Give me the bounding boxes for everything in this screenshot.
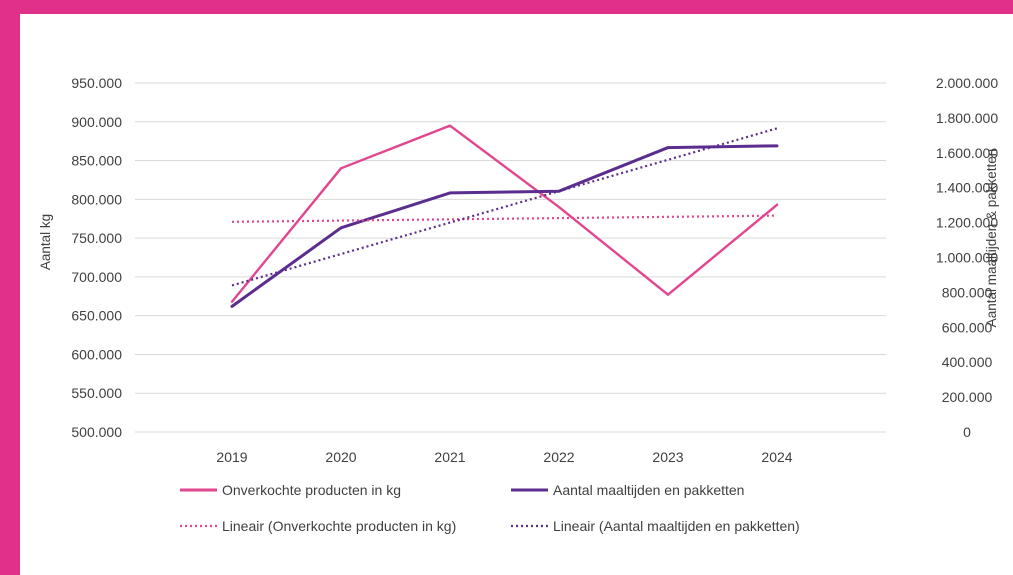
- x-tick-label: 2021: [434, 449, 465, 465]
- right-tick-label: 800.000: [942, 284, 993, 300]
- left-tick-label: 950.000: [71, 75, 122, 91]
- x-tick-label: 2023: [652, 449, 683, 465]
- left-tick-label: 500.000: [71, 424, 122, 440]
- series-line-1: [230, 124, 779, 303]
- series-line-2: [230, 144, 779, 308]
- legend-label: Lineair (Onverkochte producten in kg): [222, 518, 456, 534]
- right-tick-label: 1.000.000: [936, 250, 998, 266]
- gridlines: [135, 82, 886, 433]
- series-line-3: [231, 214, 778, 223]
- right-tick-label: 400.000: [942, 354, 993, 370]
- x-tick-label: 2022: [543, 449, 574, 465]
- x-tick-label: 2024: [761, 449, 792, 465]
- right-tick-label: 600.000: [942, 319, 993, 335]
- legend-label: Onverkochte producten in kg: [222, 482, 401, 498]
- left-tick-label: 650.000: [71, 308, 122, 324]
- legend-label: Aantal maaltijden en pakketten: [553, 482, 744, 498]
- left-tick-label: 700.000: [71, 269, 122, 285]
- x-axis-ticks: 2019 2020 2021 2022 2023 2024: [216, 449, 792, 465]
- left-tick-label: 750.000: [71, 230, 122, 246]
- legend: Onverkochte producten in kg Aantal maalti…: [180, 482, 800, 534]
- chart-card: 500.000 550.000 600.000 650.000 700.000 750.0…: [20, 14, 1013, 575]
- series-lines: [230, 124, 779, 308]
- left-tick-label: 850.000: [71, 153, 122, 169]
- left-tick-label: 800.000: [71, 191, 122, 207]
- right-tick-label: 1.800.000: [936, 110, 998, 126]
- x-tick-label: 2020: [325, 449, 356, 465]
- right-tick-label: 1.600.000: [936, 145, 998, 161]
- right-axis-title: Aantal maaltijden & pakketten: [984, 149, 999, 328]
- left-tick-label: 550.000: [71, 385, 122, 401]
- left-tick-label: 600.000: [71, 346, 122, 362]
- legend-label: Lineair (Aantal maaltijden en pakketten): [553, 518, 800, 534]
- right-tick-label: 1.400.000: [936, 180, 998, 196]
- left-tick-label: 900.000: [71, 114, 122, 130]
- right-tick-label: 2.000.000: [936, 75, 998, 91]
- right-tick-label: 0: [963, 424, 971, 440]
- right-axis-ticks: 0 200.000 400.000 600.000 800.000 1.000.000 1.…: [936, 75, 998, 440]
- left-axis-title: Aantal kg: [38, 214, 53, 270]
- x-tick-label: 2019: [216, 449, 247, 465]
- right-tick-label: 200.000: [942, 389, 993, 405]
- line-chart: 500.000 550.000 600.000 650.000 700.000 750.0…: [38, 75, 999, 534]
- series-line-4: [231, 127, 778, 287]
- right-tick-label: 1.200.000: [936, 215, 998, 231]
- left-axis-ticks: 500.000 550.000 600.000 650.000 700.000 750.0…: [71, 75, 122, 440]
